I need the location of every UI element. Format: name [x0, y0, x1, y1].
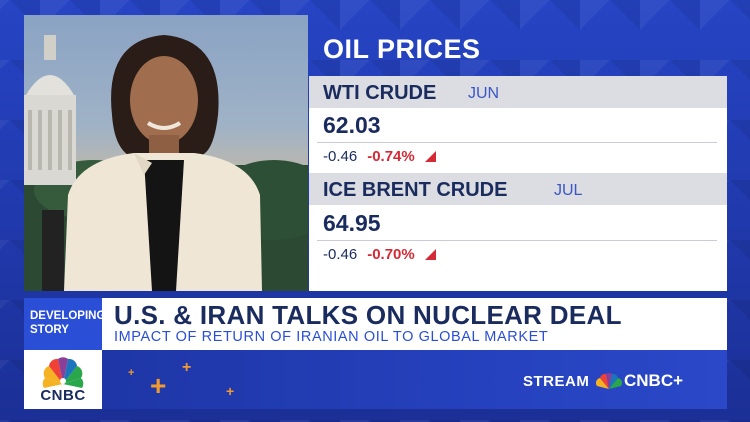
wti-month: JUN — [468, 85, 500, 102]
stream-label: STREAM — [523, 373, 590, 390]
logo-text: CNBC — [40, 387, 86, 404]
plus-decoration-icon: + — [128, 367, 135, 379]
plus-decoration-icon: + — [226, 383, 235, 399]
wti-name: WTI CRUDE — [323, 82, 437, 104]
brent-name: ICE BRENT CRUDE — [323, 179, 508, 201]
developing-story-tag: DEVELOPING STORY — [24, 298, 106, 350]
oil-prices-card: WTI CRUDE JUN 62.03 -0.46 -0.74% ICE BREN… — [309, 76, 727, 291]
brent-price: 64.95 — [323, 210, 381, 236]
divider — [317, 240, 717, 241]
news-anchor — [42, 35, 262, 291]
plus-decoration-icon: + — [182, 359, 192, 376]
wti-percent: -0.74% — [367, 148, 415, 165]
tag-line-1: DEVELOPING — [30, 310, 106, 322]
headline-bar: U.S. & IRAN TALKS ON NUCLEAR DEAL IMPACT… — [102, 298, 727, 350]
wti-header: WTI CRUDE JUN — [309, 76, 727, 108]
network-logo: CNBC — [24, 350, 102, 409]
wti-change-line: -0.46 -0.74% — [323, 148, 436, 168]
subheadline: IMPACT OF RETURN OF IRANIAN OIL TO GLOBA… — [114, 329, 549, 345]
promo-bar: + + + + STREAM CNBC+ — [102, 350, 727, 409]
brent-change-line: -0.46 -0.70% — [323, 246, 436, 266]
down-triangle-icon — [424, 151, 436, 162]
down-triangle-icon — [424, 249, 436, 260]
wti-price: 62.03 — [323, 112, 381, 138]
tag-line-2: STORY — [30, 324, 69, 336]
wti-change: -0.46 — [323, 148, 358, 165]
brent-change: -0.46 — [323, 246, 358, 263]
live-video-feed — [24, 15, 308, 291]
brent-percent: -0.70% — [367, 246, 415, 263]
nbc-peacock-icon — [596, 373, 622, 389]
service-name: CNBC+ — [624, 371, 684, 390]
brent-header: ICE BRENT CRUDE JUL — [309, 173, 727, 205]
divider — [317, 142, 717, 143]
panel-title: OIL PRICES — [323, 34, 481, 64]
plus-decoration-icon: + — [150, 370, 167, 401]
nbc-peacock-icon — [42, 357, 84, 388]
brent-month: JUL — [554, 182, 583, 199]
headline: U.S. & IRAN TALKS ON NUCLEAR DEAL — [114, 300, 622, 330]
